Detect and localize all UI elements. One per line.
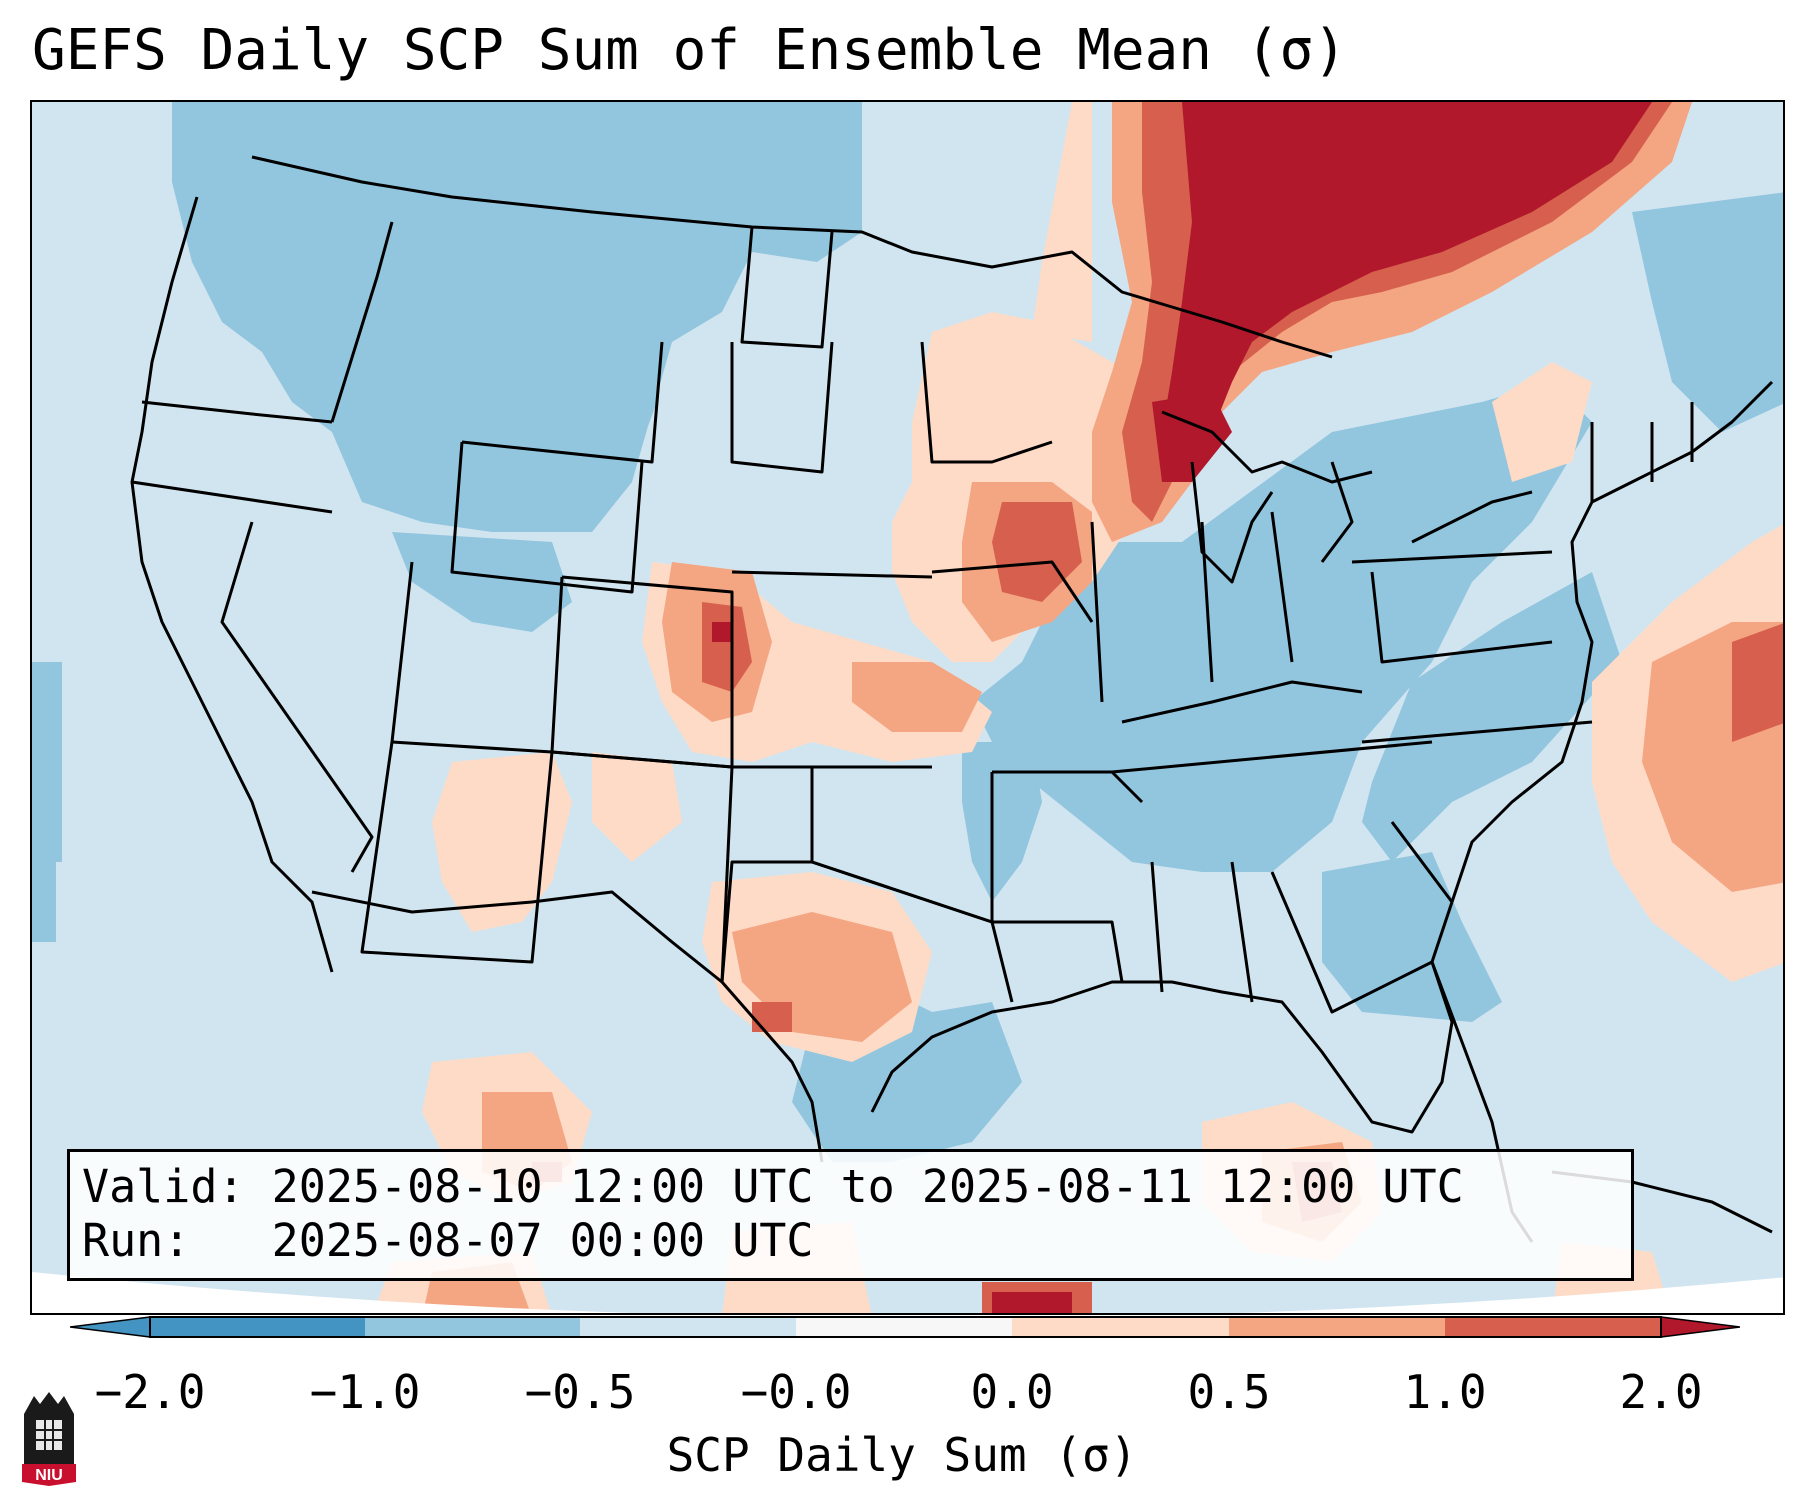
state-ut-co [390,561,564,754]
state-wy [450,441,644,594]
colorbar-swatch-4 [796,1317,1012,1337]
state-ne-ks [731,570,933,579]
state-ar-la [992,920,1124,983]
colorbar-tick: −2.0 [94,1365,206,1419]
logo-text: NIU [35,1467,63,1484]
state-tx [720,860,1014,1003]
niu-logo: NIU [22,1392,76,1486]
colorbar-extend-low [70,1316,151,1338]
scp-field-map [32,102,1783,1313]
state-ne-new-england [1590,402,1694,502]
state-ms-al [1150,861,1254,1003]
colorbar-swatch-1 [150,1317,365,1337]
boundaries [130,155,1774,1243]
state-oh-in-il [1090,511,1294,703]
west-coast [130,196,334,973]
colorbar [70,1316,1740,1338]
colorbar-extend-high [1660,1316,1740,1338]
state-ky [1121,680,1363,724]
state-tn [1111,740,1433,774]
valid-run-info-box: Valid: 2025-08-10 12:00 UTC to 2025-08-1… [67,1149,1634,1281]
state-ia-mo [931,560,1094,623]
state-sd-ne [730,341,834,474]
colorbar-tick: 0.0 [970,1365,1054,1419]
state-az-nm [360,741,554,964]
state-or-ca [131,480,333,514]
colorbar-tick: 0.5 [1187,1365,1271,1419]
us-canada-border [251,155,1333,359]
chart-title: GEFS Daily SCP Sum of Ensemble Mean (σ) [32,18,1347,83]
state-mt-wy [461,341,664,464]
colorbar-tick: 2.0 [1619,1365,1703,1419]
colorbar-swatch-2 [365,1317,580,1337]
mexico-border [311,890,824,1163]
colorbar-tick: 1.0 [1403,1365,1487,1419]
state-id-mt [330,221,394,423]
map-panel [30,100,1785,1315]
colorbar-label: SCP Daily Sum (σ) [666,1428,1138,1482]
state-mn-ia [920,341,1053,464]
state-nd-sd [740,226,834,349]
colorbar-tick: −0.0 [740,1365,852,1419]
colorbar-swatch-7 [1445,1317,1661,1337]
colorbar-swatch-6 [1229,1317,1445,1337]
colorbar-tick: −1.0 [309,1365,421,1419]
great-lakes [1161,410,1533,584]
run-time-text: Run: 2025-08-07 00:00 UTC [82,1214,814,1267]
valid-time-text: Valid: 2025-08-10 12:00 UTC to 2025-08-1… [82,1160,1464,1213]
colorbar-swatch-5 [1012,1317,1229,1337]
state-wa-or [141,400,333,424]
state-pa-ny [1351,550,1553,664]
colorbar-outline [149,1316,1662,1338]
colorbar-tick: −0.5 [524,1365,636,1419]
colorbar-swatch-3 [580,1317,796,1337]
state-ga-fl [1270,871,1433,1014]
domain-edge [32,1272,1783,1313]
state-nc-sc [1361,720,1593,903]
state-nv [220,521,374,873]
